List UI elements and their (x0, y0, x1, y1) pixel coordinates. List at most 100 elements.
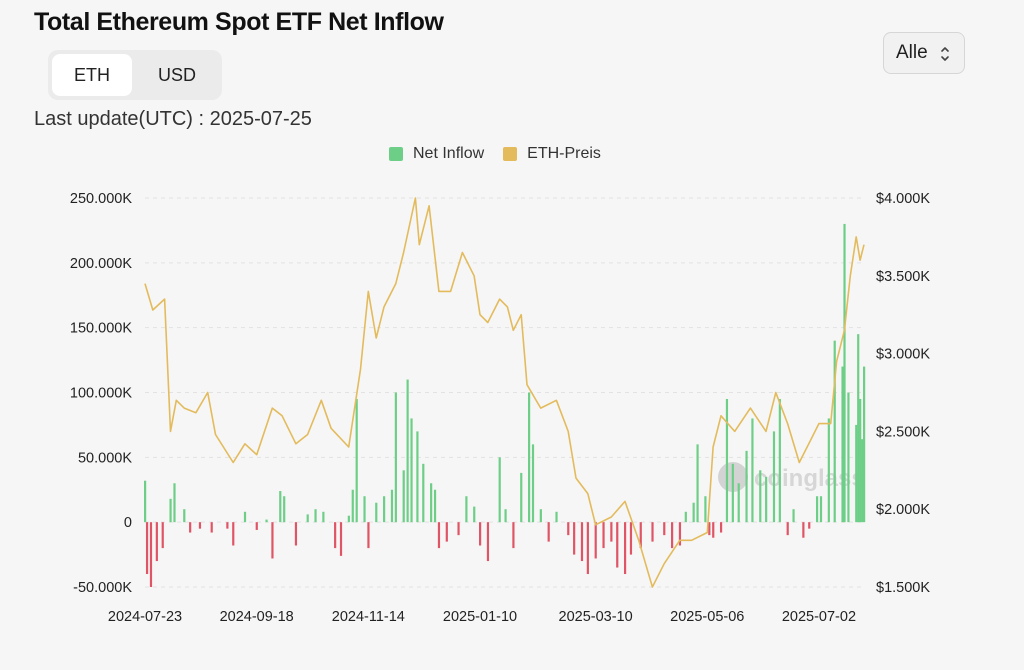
inflow-bar (527, 392, 531, 523)
legend-swatch-eth-price (503, 147, 518, 161)
inflow-bar (347, 515, 350, 523)
outflow-bar (479, 522, 482, 546)
right-axis-tick-label: $1.500K (876, 580, 930, 596)
inflow-bar (279, 491, 282, 523)
outflow-bar (586, 522, 589, 575)
inflow-bar (745, 450, 748, 523)
inflow-bar (430, 483, 433, 523)
legend-item-net-inflow[interactable]: Net Inflow (389, 145, 484, 163)
left-axis-tick-label: 150.000K (70, 321, 132, 337)
outflow-bar (786, 522, 789, 536)
left-axis-tick-label: -50.000K (73, 580, 132, 596)
inflow-bar (751, 418, 754, 523)
outflow-bar (639, 522, 642, 549)
outflow-bar (802, 522, 805, 538)
last-update-text: Last update(UTC) : 2025-07-25 (34, 108, 312, 130)
outflow-bar (610, 522, 613, 542)
inflow-bar (406, 379, 409, 523)
outflow-bar (294, 522, 298, 546)
inflow-bar (827, 418, 830, 523)
left-axis-tick-label: 250.000K (70, 191, 132, 207)
outflow-bar (149, 522, 153, 587)
outflow-bar (719, 522, 723, 533)
outflow-bar (155, 522, 158, 562)
inflow-bar (465, 496, 468, 523)
outflow-bar (437, 522, 441, 549)
outflow-bar (602, 522, 605, 549)
inflow-bar (555, 511, 558, 523)
inflow-bar (772, 431, 776, 523)
outflow-bar (678, 522, 682, 546)
right-axis-tick-label: $3.000K (876, 347, 930, 363)
inflow-bar (855, 424, 858, 523)
outflow-bar (189, 522, 192, 533)
toggle-usd-button[interactable]: USD (157, 65, 196, 85)
inflow-bar (402, 470, 405, 523)
inflow-bar (857, 334, 860, 523)
inflow-bar (390, 489, 394, 523)
watermark-text: coinglass (754, 465, 865, 492)
inflow-bar (183, 509, 186, 523)
inflow-bar (759, 470, 762, 523)
outflow-bar (708, 522, 711, 536)
legend-item-eth-price[interactable]: ETH-Preis (503, 145, 601, 163)
outflow-bar (512, 522, 515, 549)
left-axis-tick-label: 50.000K (78, 450, 132, 466)
unit-toggle: ETH USD (48, 50, 222, 100)
outflow-bar (651, 522, 654, 542)
inflow-bar (355, 398, 358, 523)
inflow-bar (696, 444, 699, 523)
outflow-bar (567, 522, 570, 536)
toggle-eth-button[interactable]: ETH (52, 54, 132, 96)
outflow-bar (623, 522, 627, 575)
period-select[interactable]: Alle (883, 32, 965, 74)
eth-price-line (144, 197, 865, 588)
inflow-bar (473, 506, 476, 523)
inflow-bar (243, 511, 247, 523)
outflow-bar (334, 522, 337, 549)
chevron-up-down-icon (941, 47, 949, 61)
inflow-bar (410, 418, 413, 523)
outflow-bar (573, 522, 576, 555)
inflow-bar (144, 480, 147, 523)
inflow-bar (833, 340, 836, 523)
period-select-value: Alle (896, 42, 928, 63)
inflow-bar (861, 439, 864, 523)
x-axis-tick-label: 2025-03-10 (559, 609, 633, 625)
outflow-bar (226, 522, 229, 529)
outflow-bar (210, 522, 213, 533)
inflow-bar (314, 509, 317, 523)
outflow-bar (616, 522, 619, 568)
inflow-bar (859, 398, 862, 523)
x-axis-tick-label: 2025-05-06 (670, 609, 744, 625)
inflow-bar (283, 496, 286, 523)
inflow-bar (765, 476, 768, 523)
inflow-bar (725, 398, 729, 523)
inflow-bar (692, 502, 695, 523)
outflow-bar (198, 522, 202, 529)
outflow-bar (339, 522, 343, 556)
outflow-bar (629, 522, 633, 555)
right-axis-tick-label: $2.000K (876, 502, 930, 518)
inflow-bar (383, 496, 386, 523)
inflow-bar (815, 496, 819, 523)
inflow-bar (684, 511, 687, 523)
chart-legend: Net Inflow ETH-Preis (389, 143, 620, 165)
watermark: coinglass (718, 462, 865, 492)
legend-label-eth-price: ETH-Preis (527, 145, 601, 162)
outflow-bar (457, 522, 460, 536)
inflow-bar (433, 489, 437, 523)
inflow-bar (169, 498, 172, 523)
outflow-bar (145, 522, 149, 575)
page-title: Total Ethereum Spot ETF Net Inflow (34, 8, 444, 36)
x-axis-tick-label: 2024-11-14 (332, 609, 405, 625)
inflow-bar (819, 496, 823, 523)
inflow-bar (394, 392, 397, 523)
outflow-bar (232, 522, 235, 546)
inflow-bar (737, 483, 740, 523)
right-axis-tick-label: $3.500K (876, 269, 930, 285)
x-axis-tick-label: 2024-09-18 (220, 609, 294, 625)
inflow-bar (778, 398, 781, 523)
inflow-bar (306, 514, 309, 523)
inflow-bar (863, 366, 866, 523)
